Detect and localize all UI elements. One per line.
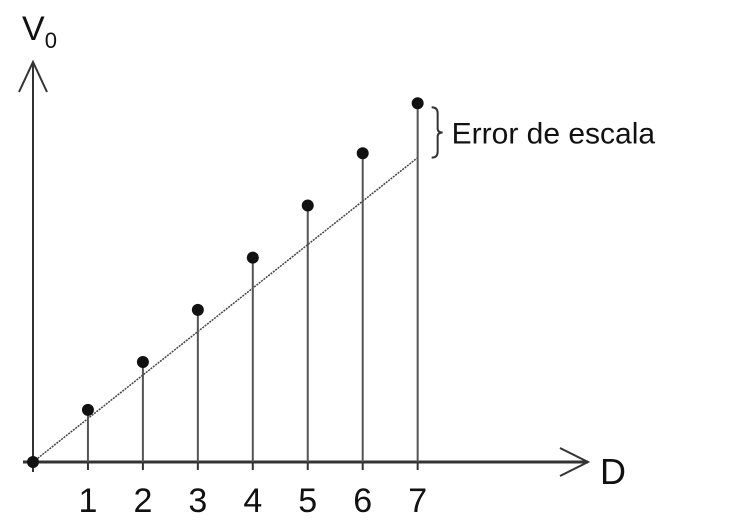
- point: [27, 456, 39, 468]
- point: [246, 251, 259, 264]
- x-tick-label: 6: [353, 482, 372, 520]
- point: [356, 147, 369, 160]
- y-label-subscript: 0: [45, 28, 57, 53]
- x-tick-label: 1: [78, 482, 97, 520]
- y-axis-arrow: [18, 59, 48, 93]
- x-axis-label: D: [600, 451, 626, 492]
- point: [136, 356, 149, 368]
- y-axis-label: V0: [22, 10, 57, 53]
- point: [301, 199, 314, 212]
- x-axis-arrow: [559, 447, 591, 477]
- point: [411, 97, 424, 110]
- x-tick-label: 7: [408, 482, 427, 520]
- annotation: Error de escala: [452, 117, 656, 150]
- x-tick-label: 4: [243, 482, 262, 520]
- x-tick-label: 3: [188, 482, 207, 520]
- error-brace: [431, 106, 443, 159]
- x-tick-label: 2: [133, 482, 152, 520]
- y-label-main: V: [22, 10, 45, 48]
- x-tick-label: 5: [298, 482, 317, 520]
- point: [191, 303, 204, 316]
- ideal-line: [32, 157, 419, 463]
- point: [81, 403, 94, 416]
